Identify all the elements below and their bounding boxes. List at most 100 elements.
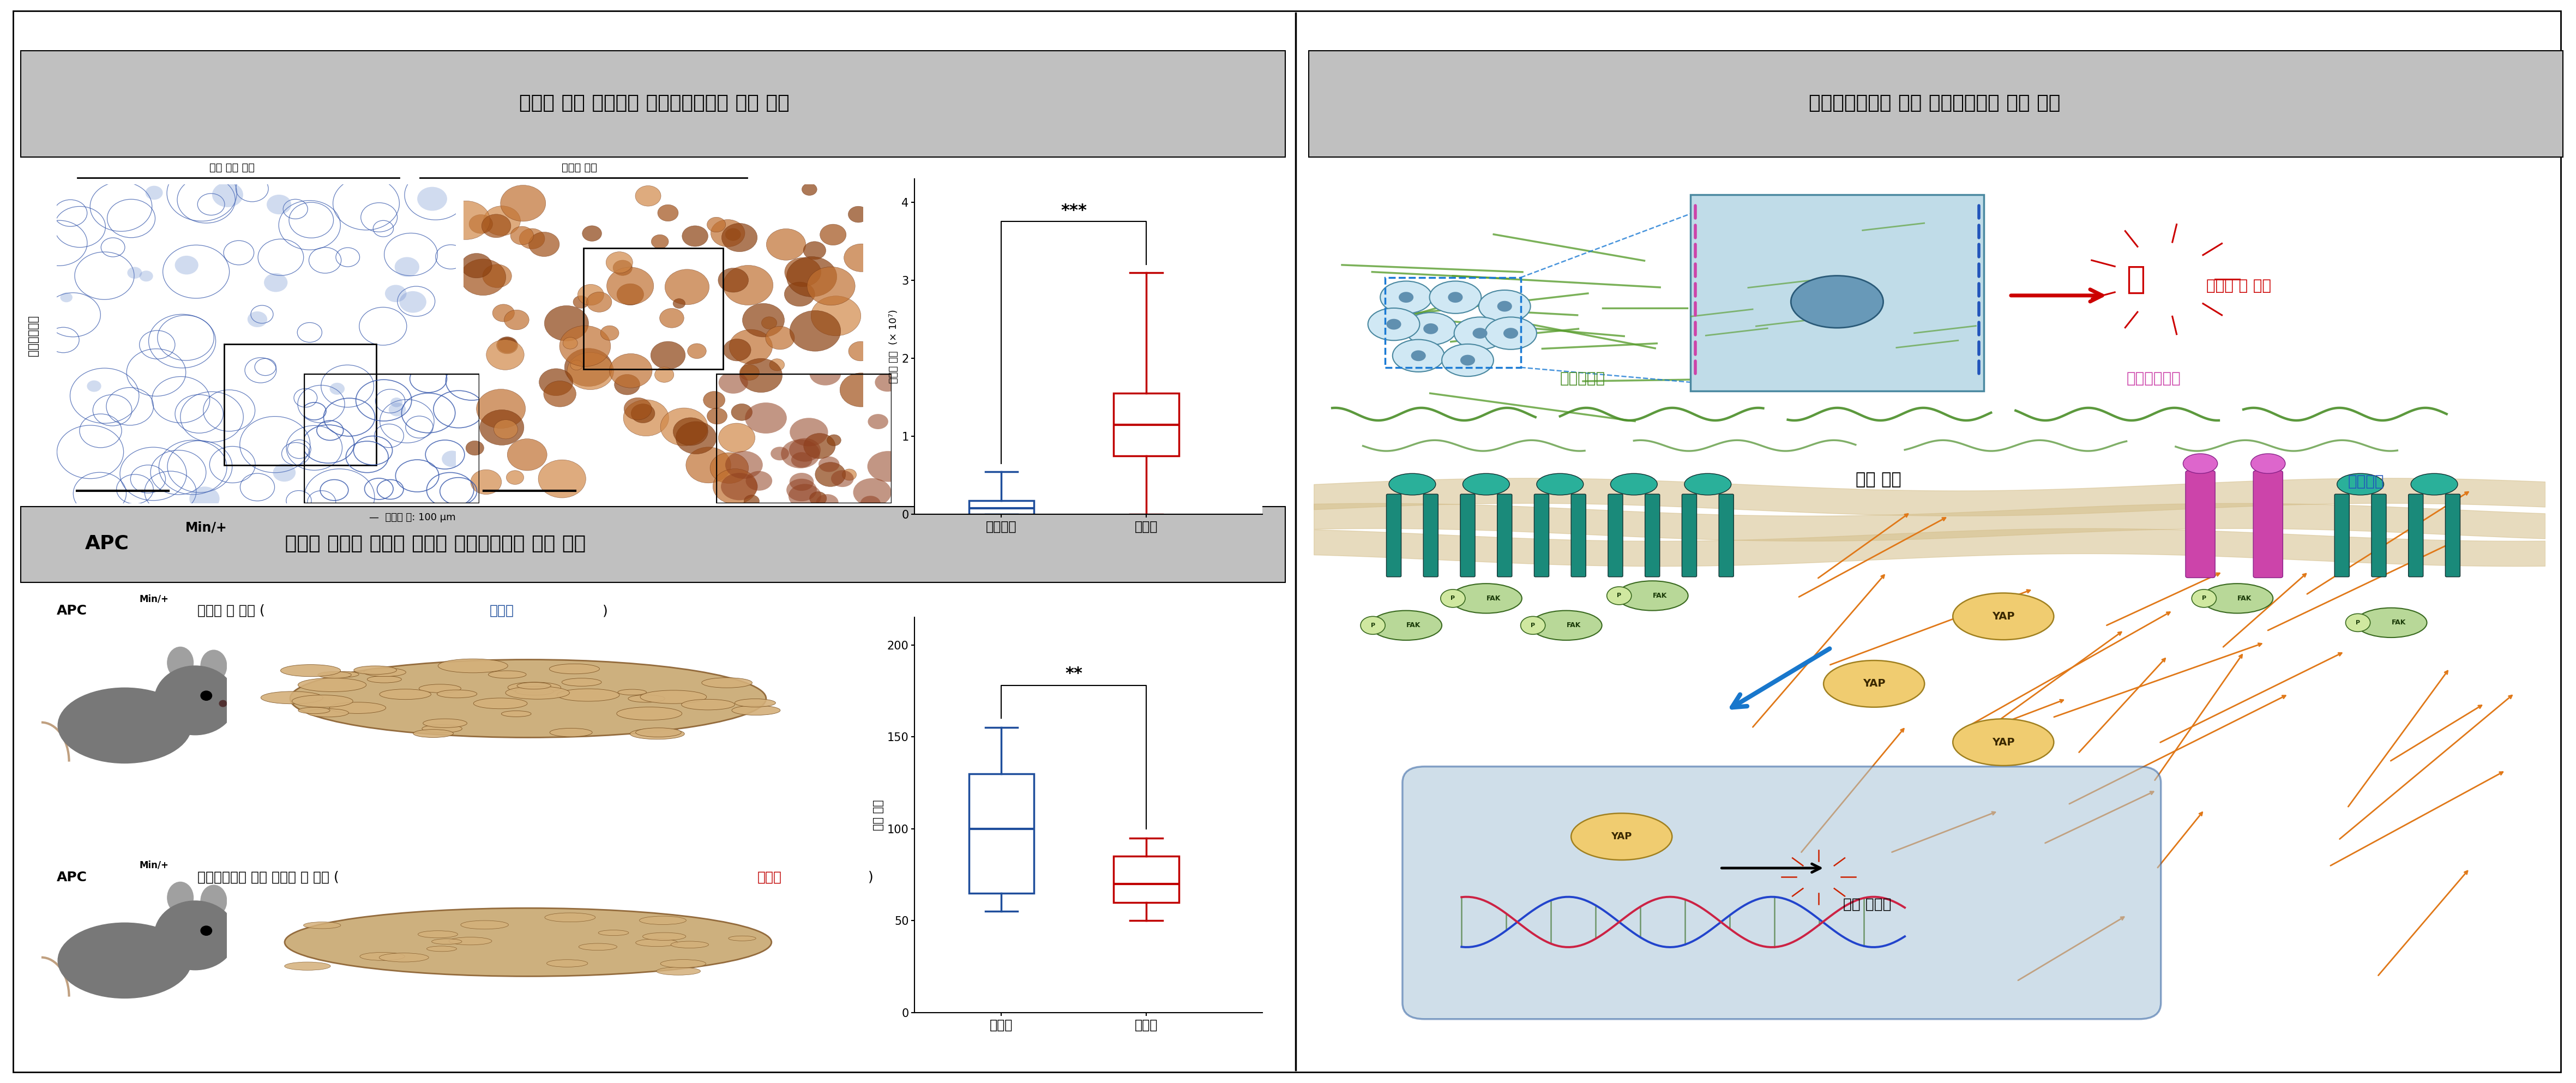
Circle shape	[703, 391, 724, 408]
Circle shape	[1504, 328, 1517, 339]
Circle shape	[685, 447, 732, 483]
Circle shape	[652, 341, 685, 369]
Circle shape	[507, 682, 562, 693]
Circle shape	[1448, 292, 1463, 302]
Circle shape	[783, 282, 814, 306]
Circle shape	[770, 447, 788, 460]
Circle shape	[495, 420, 518, 439]
Circle shape	[482, 264, 513, 288]
Circle shape	[734, 699, 775, 707]
Circle shape	[848, 206, 868, 222]
Circle shape	[613, 260, 631, 275]
Circle shape	[1412, 350, 1425, 361]
Text: YAP: YAP	[1862, 679, 1886, 689]
Circle shape	[714, 469, 757, 504]
Circle shape	[330, 382, 345, 394]
Text: ): )	[868, 871, 873, 884]
Ellipse shape	[1685, 473, 1731, 495]
Ellipse shape	[291, 660, 765, 738]
FancyArrowPatch shape	[2012, 289, 2102, 301]
Circle shape	[801, 183, 817, 195]
Text: 대장암 환자 조직에서 디스에드헤린의 발현 검증: 대장암 환자 조직에서 디스에드헤린의 발현 검증	[520, 93, 788, 113]
Circle shape	[268, 195, 291, 214]
Circle shape	[353, 666, 397, 675]
Circle shape	[580, 943, 618, 950]
Circle shape	[629, 695, 665, 703]
Bar	[582, 248, 724, 369]
Circle shape	[711, 220, 744, 247]
Text: P: P	[2202, 596, 2205, 601]
Circle shape	[422, 725, 461, 733]
Text: 대장암 마우스 모델을 활용한 디스에드헤린 역할 검증: 대장암 마우스 모델을 활용한 디스에드헤린 역할 검증	[278, 534, 585, 553]
Circle shape	[672, 418, 708, 445]
Circle shape	[392, 397, 402, 407]
Circle shape	[361, 952, 404, 961]
FancyBboxPatch shape	[1386, 494, 1401, 577]
Circle shape	[739, 358, 783, 392]
Circle shape	[827, 434, 840, 446]
Circle shape	[482, 214, 510, 237]
FancyBboxPatch shape	[1682, 494, 1698, 577]
Circle shape	[670, 941, 708, 948]
FancyBboxPatch shape	[1571, 494, 1587, 577]
FancyBboxPatch shape	[1461, 494, 1476, 577]
Circle shape	[665, 270, 708, 304]
Circle shape	[507, 439, 546, 471]
Circle shape	[729, 329, 773, 364]
Circle shape	[2347, 614, 2370, 631]
FancyBboxPatch shape	[2334, 494, 2349, 577]
Circle shape	[219, 701, 227, 706]
Ellipse shape	[1430, 282, 1481, 313]
Circle shape	[479, 409, 523, 445]
Circle shape	[155, 901, 237, 970]
Circle shape	[497, 338, 518, 353]
Circle shape	[544, 381, 577, 407]
FancyArrowPatch shape	[1731, 649, 1829, 707]
Text: 파브로넥틴: 파브로넥틴	[1561, 370, 1605, 386]
Text: Min/+: Min/+	[139, 860, 167, 871]
Circle shape	[706, 218, 726, 232]
Text: 디스에드헤린: 디스에드헤린	[28, 315, 39, 356]
Circle shape	[1607, 587, 1631, 604]
Circle shape	[809, 362, 840, 386]
Ellipse shape	[167, 647, 193, 678]
Circle shape	[848, 341, 873, 361]
Circle shape	[448, 937, 492, 945]
Circle shape	[520, 229, 544, 249]
Text: P: P	[1530, 623, 1535, 628]
Circle shape	[368, 676, 402, 682]
Circle shape	[572, 296, 590, 309]
Circle shape	[724, 265, 773, 305]
Ellipse shape	[2336, 473, 2383, 495]
Ellipse shape	[1450, 584, 1522, 613]
FancyBboxPatch shape	[2254, 471, 2282, 577]
Bar	[21, 507, 1285, 583]
Circle shape	[420, 684, 461, 693]
Circle shape	[762, 316, 778, 329]
Circle shape	[791, 311, 840, 351]
FancyBboxPatch shape	[1646, 494, 1659, 577]
Circle shape	[600, 326, 618, 340]
Ellipse shape	[1571, 813, 1672, 860]
Circle shape	[438, 658, 507, 673]
Ellipse shape	[1610, 473, 1656, 495]
Circle shape	[1360, 616, 1386, 635]
Circle shape	[544, 913, 595, 922]
Ellipse shape	[1404, 313, 1455, 344]
Circle shape	[139, 271, 152, 282]
Ellipse shape	[1790, 276, 1883, 328]
Circle shape	[273, 464, 296, 482]
Text: P: P	[1370, 623, 1376, 628]
Circle shape	[819, 456, 840, 472]
Circle shape	[744, 495, 760, 507]
Bar	[1386, 277, 1520, 367]
Circle shape	[616, 284, 644, 305]
Circle shape	[623, 400, 670, 436]
Circle shape	[616, 707, 683, 720]
Circle shape	[474, 699, 528, 708]
Circle shape	[765, 326, 793, 350]
Circle shape	[59, 292, 72, 302]
Circle shape	[518, 682, 551, 689]
Circle shape	[744, 471, 773, 491]
Circle shape	[732, 404, 752, 420]
